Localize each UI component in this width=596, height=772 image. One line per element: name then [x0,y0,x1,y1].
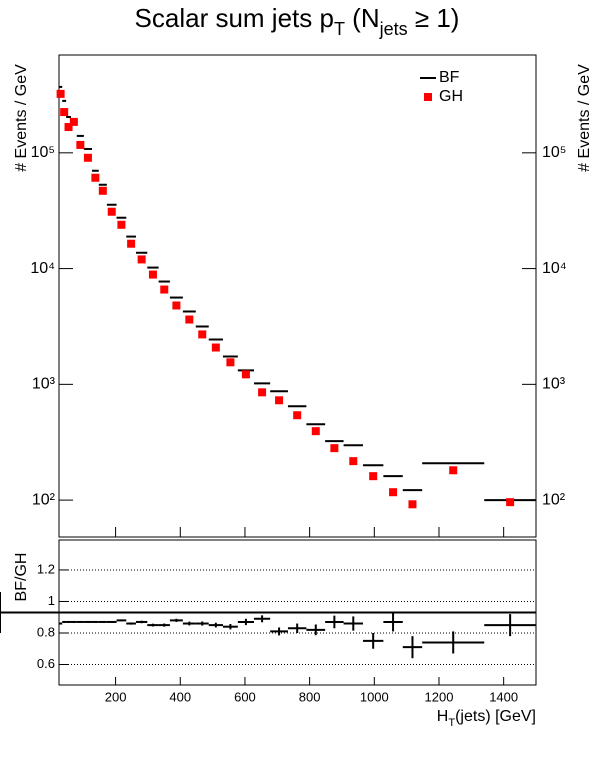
marker [107,207,116,216]
legend-label: GH [439,88,463,105]
marker [98,186,107,195]
marker [117,220,126,229]
marker [408,500,417,509]
marker [211,343,220,352]
marker [369,472,378,481]
marker [91,173,100,182]
marker [258,388,267,397]
marker [160,285,169,294]
ratio-y-axis-label: BF/GH [13,553,30,602]
marker [311,427,320,436]
text-part: T [448,717,455,729]
x-tick-label: 800 [299,689,321,704]
text-part: Scalar sum jets p [135,3,334,33]
x-tick-label: 400 [169,689,191,704]
x-tick-label: 1200 [425,689,454,704]
y-tick-label: 0.6 [37,656,55,671]
text-part: H [437,708,449,725]
chart-title: Scalar sum jets pT (Njets ≥ 1) [135,3,460,39]
marker [449,466,458,475]
y2-tick-label: 10⁴ [542,260,567,277]
y-tick-label: 10² [32,491,56,508]
x-tick-label: 600 [234,689,256,704]
legend-label: BF [439,69,460,86]
x-tick-label: 200 [105,689,127,704]
text-part: (N [345,3,380,33]
marker [389,488,398,497]
marker [148,270,157,279]
marker [330,444,339,453]
marker [64,123,73,132]
top-frame [58,54,537,538]
marker [83,153,92,162]
marker [76,140,85,149]
text-part: ≥ 1) [408,3,460,33]
y-tick-label: 0.8 [37,624,55,639]
marker [69,117,78,126]
y-tick-label: 1.2 [37,561,55,576]
marker [172,301,181,310]
x-axis-label: HT(jets) [GeV] [437,708,536,729]
y-tick-label: 10⁵ [31,144,55,161]
x-tick-label: 1400 [489,689,518,704]
y-tick-label: 10³ [32,376,56,393]
marker [226,358,235,367]
marker [56,89,65,98]
marker [506,498,515,507]
marker [293,411,302,420]
text-part: jets [379,19,408,39]
x-tick-label: 1000 [360,689,389,704]
marker [185,315,194,324]
marker [137,255,146,264]
marker [198,330,207,339]
y-tick-label: 10⁴ [30,260,55,277]
y2-axis-label: # Events / GeV [576,64,593,172]
y2-tick-label: 10⁵ [542,144,566,161]
y2-tick-label: 10² [542,491,566,508]
y2-tick-label: 10³ [542,376,566,393]
marker [349,457,358,466]
marker [275,396,284,405]
y-axis-label: # Events / GeV [13,64,30,172]
legend-marker [424,93,432,101]
y-tick-label: 1 [48,593,55,608]
marker [241,370,250,379]
marker [60,108,69,117]
marker [127,239,136,248]
text-part: T [334,19,345,39]
text-part: (jets) [GeV] [455,708,536,725]
